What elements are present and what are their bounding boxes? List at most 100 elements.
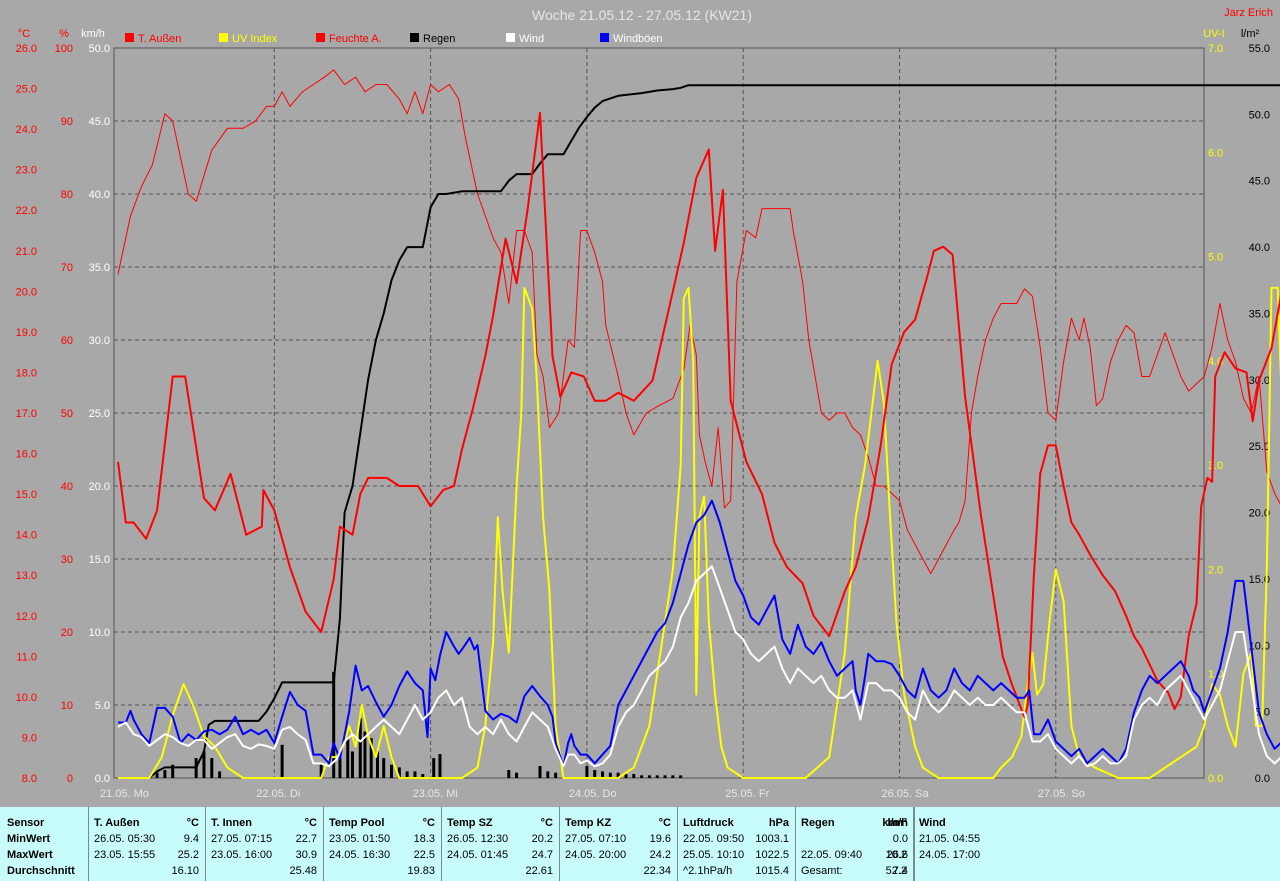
- tick-label: 35.0: [89, 262, 110, 274]
- stats-row: 24.05. 01:45 24.7: [442, 847, 559, 863]
- stats-col-name: Temp Pool: [329, 817, 385, 829]
- legend-label: T. Außen: [138, 33, 181, 45]
- stats-column: Temp SZ °C 26.05. 12:30 20.2 24.05. 01:45 24.…: [442, 807, 560, 881]
- rain-bar: [438, 754, 442, 778]
- stats-col-name: Luftdruck: [683, 817, 734, 829]
- rain-bar: [616, 772, 620, 778]
- tick-label: 15.0: [16, 489, 37, 501]
- stats-row: MaxWert: [0, 847, 88, 863]
- rain-bar: [421, 774, 425, 778]
- series-line-wind: [117, 565, 1280, 768]
- tick-label: 45.0: [89, 116, 110, 128]
- tick-label: 24.0: [16, 124, 37, 136]
- tick-label: 5.0: [1208, 252, 1223, 264]
- tick-label: 7.0: [1208, 43, 1223, 55]
- stats-time: 24.05. 17:00: [919, 849, 981, 861]
- rain-axis-unit: l/m²: [1241, 28, 1260, 40]
- stats-row-label: Durchschnitt: [7, 865, 75, 877]
- stats-column: Luftdruck hPa 22.05. 09:50 1003.1 25.05. 10:…: [678, 807, 796, 881]
- rain-bar: [671, 775, 675, 778]
- stats-value: 10.2: [885, 849, 907, 861]
- tick-label: 5.0: [95, 700, 110, 712]
- stats-value: 25.2: [177, 849, 199, 861]
- legend-swatch: [600, 33, 609, 42]
- rain-bar: [332, 671, 336, 778]
- legend-swatch: [219, 33, 228, 42]
- plot-grid: [114, 48, 1204, 778]
- stats-col-name: Wind: [919, 817, 946, 829]
- rain-bar: [369, 738, 373, 778]
- stats-time: 23.05. 16:00: [211, 849, 273, 861]
- rain-bar: [432, 758, 436, 778]
- stats-row: Regen l/m²: [796, 815, 913, 831]
- x-label: 23.05. Mi: [413, 788, 458, 800]
- stats-time: 26.05. 12:30: [447, 833, 509, 845]
- stats-row: Sensor: [0, 815, 88, 831]
- rain-bar: [608, 772, 612, 778]
- rain-bar: [632, 774, 636, 778]
- tick-label: 35.0: [1249, 308, 1270, 320]
- stats-column: Regen l/m² 22.05. 09:40 10.2 Gesamt: 52.2: [796, 807, 914, 881]
- stats-time: 23.05. 15:55: [94, 849, 156, 861]
- chart-legend: T. Außen Feuchte A. Windböen Wind UV Index Re…: [125, 33, 663, 45]
- stats-value: 20.2: [531, 833, 553, 845]
- stats-row: 24.05. 16:30 22.5: [324, 847, 441, 863]
- stats-time: Gesamt:: [801, 865, 843, 877]
- stats-row: 27.05. 07:10 19.6: [560, 831, 677, 847]
- uv-axis-unit: UV-I: [1203, 28, 1224, 40]
- stats-time: 23.05. 01:50: [329, 833, 391, 845]
- stats-row: 16.10: [89, 863, 205, 879]
- rain-bar: [585, 766, 589, 778]
- tick-label: 13.0: [16, 570, 37, 582]
- tick-label: 19.0: [16, 327, 37, 339]
- tick-label: 40: [61, 481, 73, 493]
- stats-row: 23.05. 01:50 18.3: [324, 831, 441, 847]
- stats-row: 24.05. 20:00 24.2: [560, 847, 677, 863]
- rain-bar: [280, 744, 284, 778]
- stats-value: 22.5: [413, 849, 435, 861]
- stats-time: 27.05. 07:10: [565, 833, 627, 845]
- stats-value: 24.7: [531, 849, 553, 861]
- tick-label: 10: [61, 700, 73, 712]
- tick-label: 15.0: [1249, 574, 1270, 586]
- stats-column: Temp Pool °C 23.05. 01:50 18.3 24.05. 16:30 2…: [324, 807, 442, 881]
- tick-label: 70: [61, 262, 73, 274]
- chart-title: Woche 21.05.12 - 27.05.12 (KW21): [532, 7, 752, 23]
- hum-axis-unit: %: [59, 28, 69, 40]
- stats-col-name: Temp KZ: [565, 817, 612, 829]
- stats-row: MinWert: [0, 831, 88, 847]
- legend-label: Regen: [423, 33, 455, 45]
- rain-bar: [346, 738, 350, 778]
- tick-label: 25.0: [16, 84, 37, 96]
- x-label: 26.05. Sa: [882, 788, 930, 800]
- series-line-uv-index: [118, 286, 1280, 779]
- stats-row: Temp KZ °C: [560, 815, 677, 831]
- rain-bar: [155, 772, 159, 778]
- tick-label: 17.0: [16, 408, 37, 420]
- stats-column: T. Innen °C 27.05. 07:15 22.7 23.05. 16:00 30…: [206, 807, 324, 881]
- tick-label: 10.0: [16, 692, 37, 704]
- stats-value: 52.2: [885, 865, 907, 877]
- stats-value: 19.83: [407, 865, 435, 877]
- rain-bar: [210, 758, 214, 778]
- tick-label: 50.0: [1249, 109, 1270, 121]
- stats-time: 21.05. 04:55: [919, 833, 981, 845]
- legend-label: UV Index: [232, 33, 278, 45]
- tick-label: 10.0: [89, 627, 110, 639]
- tick-label: 30: [61, 554, 73, 566]
- rain-bar: [171, 764, 175, 778]
- temp-axis-unit: °C: [18, 28, 30, 40]
- rain-bar: [382, 758, 386, 778]
- tick-label: 40.0: [89, 189, 110, 201]
- x-label: 27.05. So: [1038, 788, 1085, 800]
- stats-row: 23.05. 15:55 25.2: [89, 847, 205, 863]
- stats-label-column: Sensor MinWert MaxWert Durchschnitt: [0, 807, 89, 881]
- rain-bar: [405, 771, 409, 778]
- stats-time: 22.05. 09:50: [683, 833, 745, 845]
- tick-label: 0.0: [1255, 773, 1270, 785]
- tick-label: 6.0: [1208, 147, 1223, 159]
- tick-label: 18.0: [16, 367, 37, 379]
- stats-time: ^2.1hPa/h: [683, 865, 733, 877]
- stats-col-unit: °C: [540, 817, 553, 829]
- tick-label: 45.0: [1249, 176, 1270, 188]
